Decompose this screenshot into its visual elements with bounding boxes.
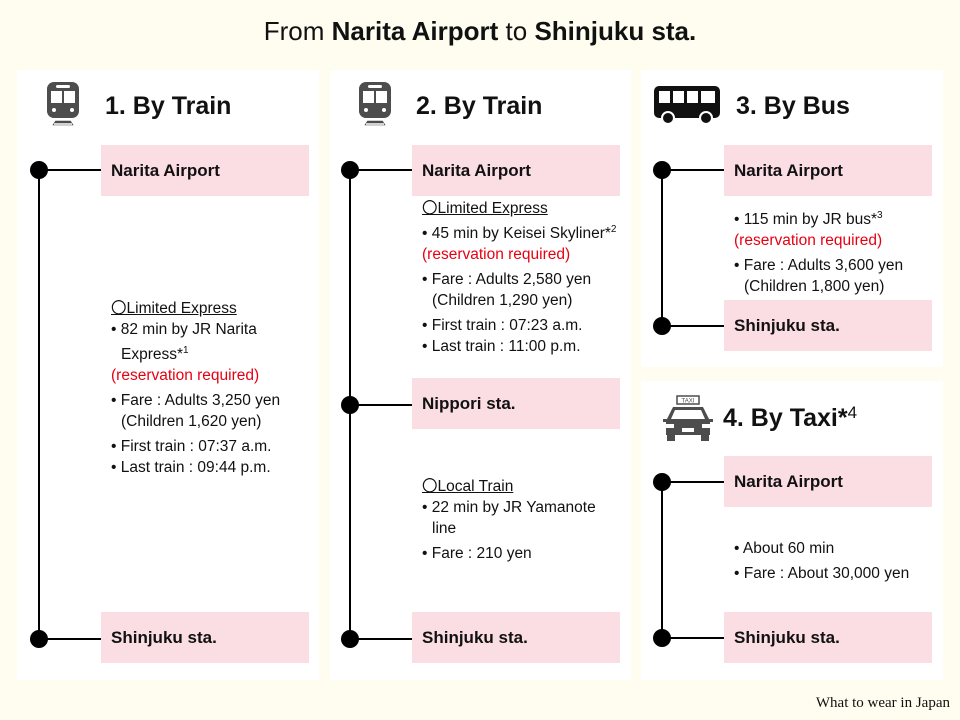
stop-shinjuku: Shinjuku sta. <box>724 300 932 351</box>
stop-shinjuku: Shinjuku sta. <box>412 612 620 663</box>
route-panel-4: TAXI 4. By Taxi*4 Narita Airport Shinjuk… <box>641 381 943 680</box>
stop-shinjuku: Shinjuku sta. <box>101 612 309 663</box>
title-from: From <box>263 16 325 46</box>
duration-text: • 115 min by JR bus* <box>734 211 877 228</box>
stop-nippori: Nippori sta. <box>412 378 620 429</box>
bus-icon <box>654 86 720 125</box>
segment-info: • 115 min by JR bus*3 (reservation requi… <box>734 205 934 301</box>
last-train: • Last train : 09:44 p.m. <box>111 459 271 476</box>
train-icon <box>46 82 80 127</box>
duration: • About 60 min <box>734 540 835 557</box>
connector <box>662 637 724 639</box>
fare: • Fare : Adults 2,580 yen (Children 1,29… <box>422 271 592 309</box>
connector <box>350 638 412 640</box>
route-line <box>661 170 663 326</box>
segment-info: 〇Limited Express • 45 min by Keisei Skyl… <box>422 198 622 361</box>
first-train: • First train : 07:37 a.m. <box>111 438 272 455</box>
segment-info: 〇Local Train • 22 min by JR Yamanote lin… <box>422 476 622 568</box>
first-train: • First train : 07:23 a.m. <box>422 317 583 334</box>
duration-text: • 82 min by JR Narita Express* <box>111 321 257 363</box>
taxi-icon: TAXI <box>663 395 713 441</box>
title-origin: Narita Airport <box>331 16 499 46</box>
connector <box>662 481 724 483</box>
duration-text: • 45 min by Keisei Skyliner* <box>422 225 611 242</box>
duration: • 82 min by JR Narita Express*1 <box>111 319 311 365</box>
taxi-sign: TAXI <box>682 399 695 405</box>
train-icon <box>358 82 392 127</box>
segment-info: • About 60 min • Fare : About 30,000 yen <box>734 538 934 588</box>
footnote: 2 <box>610 224 617 235</box>
route-line <box>38 170 40 639</box>
footnote: 1 <box>183 345 189 356</box>
duration: • 22 min by JR Yamanote line <box>422 499 596 537</box>
stop-shinjuku: Shinjuku sta. <box>724 612 932 663</box>
credit: What to wear in Japan <box>815 695 950 711</box>
segment-header: 〇Limited Express <box>111 300 237 317</box>
title-to: to <box>505 16 528 46</box>
connector <box>350 404 412 406</box>
stop-narita-airport: Narita Airport <box>101 145 309 196</box>
segment-header: 〇Local Train <box>422 478 514 495</box>
segment-header: 〇Limited Express <box>422 200 548 217</box>
route-panel-3: 3. By Bus Narita Airport Shinjuku sta. •… <box>641 70 943 367</box>
route-heading: 3. By Bus <box>736 92 850 120</box>
connector <box>662 169 724 171</box>
route-heading: 2. By Train <box>416 92 543 120</box>
fare: • Fare : 210 yen <box>422 545 532 562</box>
heading-text: 4. By Taxi* <box>723 404 848 432</box>
route-heading: 1. By Train <box>105 92 232 120</box>
route-line <box>661 482 663 638</box>
stop-narita-airport: Narita Airport <box>724 145 932 196</box>
route-heading: 4. By Taxi*4 <box>723 403 857 433</box>
route-panel-1: 1. By Train Narita Airport Shinjuku sta.… <box>17 70 319 680</box>
reservation-note: (reservation required) <box>111 367 260 384</box>
stop-narita-airport: Narita Airport <box>412 145 620 196</box>
route-panel-2: 2. By Train Narita Airport Nippori sta. … <box>330 70 631 680</box>
duration: • 45 min by Keisei Skyliner*2 <box>422 219 622 244</box>
fare: • Fare : About 30,000 yen <box>734 565 910 582</box>
last-train: • Last train : 11:00 p.m. <box>422 338 581 355</box>
connector <box>39 169 101 171</box>
fare: • Fare : Adults 3,250 yen (Children 1,62… <box>111 392 281 430</box>
connector <box>39 638 101 640</box>
segment-info: 〇Limited Express • 82 min by JR Narita E… <box>111 298 311 482</box>
page-title: From Narita Airport to Shinjuku sta. <box>0 16 960 47</box>
connector <box>350 169 412 171</box>
duration: • 115 min by JR bus*3 <box>734 205 934 230</box>
fare: • Fare : Adults 3,600 yen (Children 1,80… <box>734 257 904 295</box>
footnote: 3 <box>876 210 883 221</box>
reservation-note: (reservation required) <box>734 232 883 249</box>
connector <box>662 325 724 327</box>
title-destination: Shinjuku sta. <box>534 16 697 46</box>
footnote: 4 <box>847 403 858 422</box>
reservation-note: (reservation required) <box>422 246 571 263</box>
stop-narita-airport: Narita Airport <box>724 456 932 507</box>
